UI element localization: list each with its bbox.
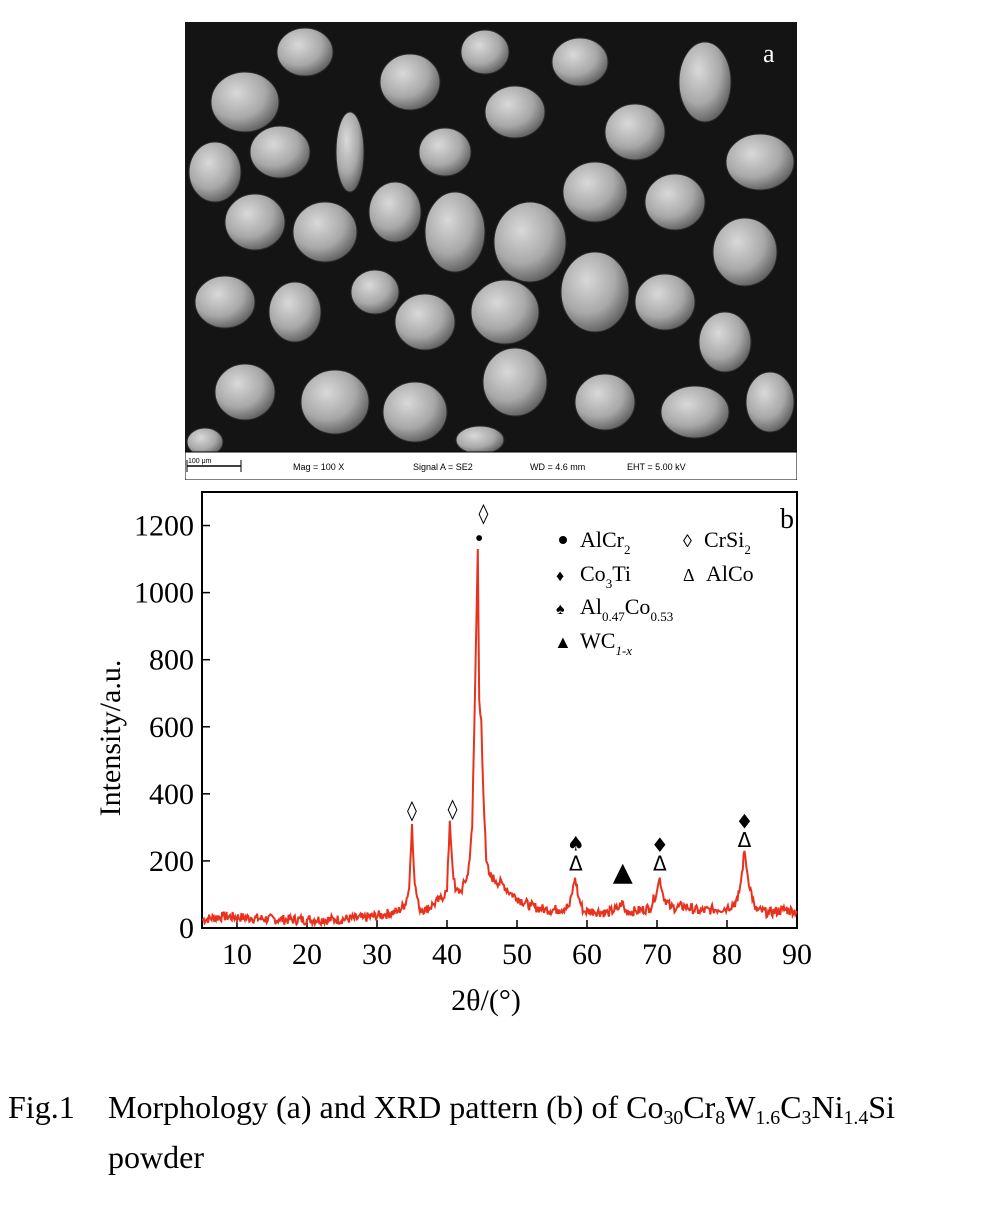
x-tick-label: 90 — [782, 938, 812, 971]
x-tick-label: 30 — [362, 938, 392, 971]
powder-particles — [186, 27, 795, 457]
peak-marker: ◊ — [478, 501, 488, 525]
legend-item-alco: Δ AlCo — [683, 561, 754, 586]
caption-text: Morphology (a) and XRD pattern (b) of Co… — [108, 1089, 895, 1129]
sem-eht: EHT = 5.00 kV — [627, 462, 686, 472]
x-tick-label: 80 — [712, 938, 742, 971]
sem-info-bar — [185, 451, 797, 480]
legend-item-crsi2: ◊ CrSi2 — [683, 527, 751, 557]
svg-text:AlCr2: AlCr2 — [580, 527, 631, 557]
x-axis-label: 2θ/(°) — [451, 984, 521, 1017]
legend-item-alcr2: AlCr2 — [559, 527, 631, 557]
peak-marker: ♦ — [736, 810, 754, 834]
peak-marker: Δ — [653, 852, 667, 876]
x-tick-label: 20 — [292, 938, 322, 971]
y-tick-label: 200 — [149, 845, 194, 878]
legend-dot-marker — [559, 536, 567, 544]
peak-marker: Δ — [738, 828, 752, 852]
y-axis-label: Intensity/a.u. — [94, 660, 127, 817]
peak-marker: ▲ — [613, 858, 633, 888]
panel-a-label: a — [763, 39, 775, 68]
sem-mag: Mag = 100 X — [293, 462, 344, 472]
plot-frame — [201, 491, 798, 929]
y-tick-label: 400 — [149, 778, 194, 811]
caption-line-2: powder — [108, 1139, 204, 1175]
xrd-legend: AlCr2 ◊ CrSi2 ♦ Co3Ti Δ AlCo ♠ Al0.47Co0… — [554, 527, 754, 658]
peak-marker: ◊ — [407, 798, 417, 822]
legend-diamond-filled-marker: ♦ — [556, 568, 564, 585]
y-tick-label: 800 — [149, 644, 194, 677]
svg-text:AlCo: AlCo — [706, 561, 754, 586]
xrd-axes: 10 20 30 40 50 60 70 80 90 0 200 400 600 800 1000 1200 — [134, 491, 812, 971]
sem-wd: WD = 4.6 mm — [530, 462, 585, 472]
legend-item-co3ti: ♦ Co3Ti — [556, 561, 631, 591]
x-tick-label: 10 — [222, 938, 252, 971]
x-tick-label: 60 — [572, 938, 602, 971]
x-tick-label: 50 — [502, 938, 532, 971]
legend-spade-marker: ♠ — [556, 601, 565, 618]
svg-text:WC1-x: WC1-x — [580, 628, 632, 658]
y-tick-label: 1200 — [134, 510, 194, 543]
figure-number: Fig.1 — [8, 1089, 75, 1125]
svg-text:Al0.47Co0.53: Al0.47Co0.53 — [580, 594, 673, 624]
peak-marker: ♦ — [651, 833, 669, 857]
x-tick-label: 40 — [432, 938, 462, 971]
sem-signal: Signal A = SE2 — [413, 462, 473, 472]
svg-text:Co3Ti: Co3Ti — [580, 561, 631, 591]
legend-triangle-filled-marker: ▲ — [554, 632, 572, 652]
legend-triangle-open-marker: Δ — [683, 565, 695, 585]
scale-bar-label: 100 μm — [188, 458, 212, 465]
peak-marker: • — [473, 526, 485, 550]
peak-marker: Δ — [569, 852, 583, 876]
x-tick-label: 70 — [642, 938, 672, 971]
svg-text:CrSi2: CrSi2 — [704, 527, 751, 557]
peak-marker: ♠ — [567, 831, 585, 855]
panel-b-label: b — [780, 504, 794, 535]
legend-item-wc1x: ▲ WC1-x — [554, 628, 632, 658]
sem-micrograph: a 100 μm Mag = 100 X Signal A = SE2 WD =… — [185, 22, 797, 480]
y-tick-label: 0 — [179, 912, 194, 945]
y-tick-label: 1000 — [134, 577, 194, 610]
legend-item-al047co053: ♠ Al0.47Co0.53 — [556, 594, 673, 624]
legend-diamond-open-marker: ◊ — [683, 531, 692, 551]
peak-marker: ◊ — [448, 796, 458, 820]
y-tick-label: 600 — [149, 711, 194, 744]
xrd-peak-markers: ◊ ◊•◊♠Δ ▲♦Δ♦Δ — [407, 501, 753, 888]
xrd-series-line — [202, 548, 798, 928]
xrd-chart: 10 20 30 40 50 60 70 80 90020040060080010001200 … — [94, 491, 812, 1017]
